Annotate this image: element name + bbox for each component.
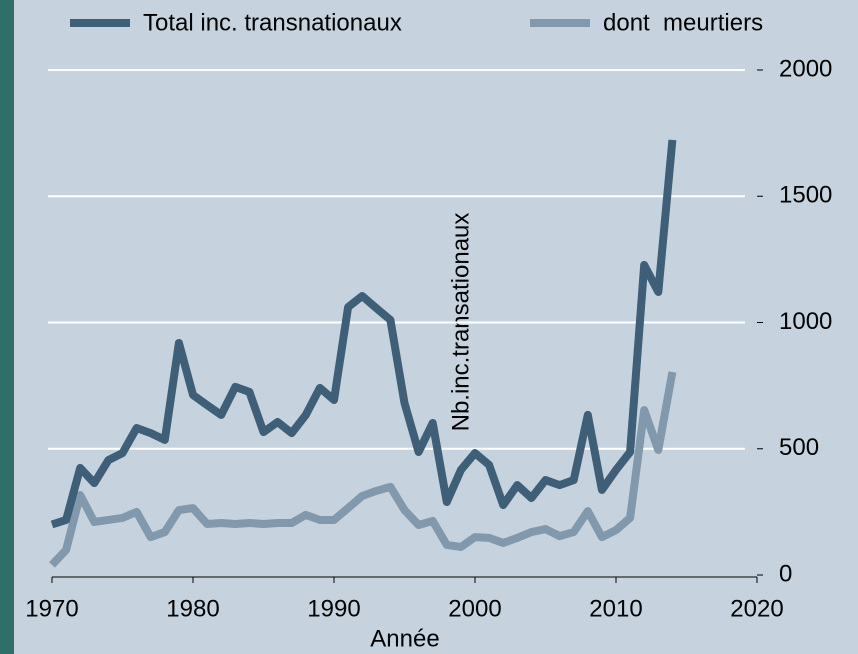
side-strip: [0, 0, 14, 654]
y-tick-label: 1500: [779, 182, 832, 209]
x-tick-label: 1990: [307, 595, 360, 622]
series-line: [49, 371, 677, 568]
legend-label: dont meurtiers: [603, 9, 763, 36]
x-tick-label: 1980: [166, 595, 219, 622]
series-line: [50, 139, 677, 529]
y-tick-label: 500: [779, 434, 819, 461]
y-tick-label: 1000: [779, 308, 832, 335]
x-axis-title: Année: [370, 625, 439, 652]
x-tick-label: 2010: [589, 595, 642, 622]
x-tick-label: 1970: [25, 595, 78, 622]
x-tick-label: 2000: [448, 595, 501, 622]
y-tick-label: 2000: [779, 55, 832, 82]
x-tick-label: 2020: [730, 595, 783, 622]
y-tick-label: 0: [779, 560, 792, 587]
legend-label: Total inc. transnationaux: [143, 9, 402, 36]
